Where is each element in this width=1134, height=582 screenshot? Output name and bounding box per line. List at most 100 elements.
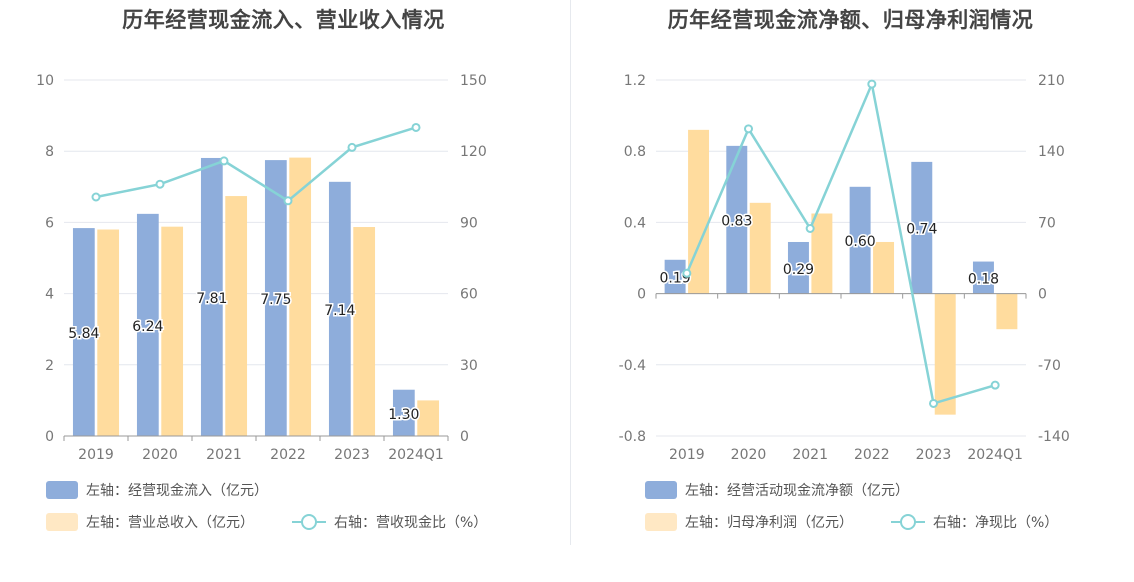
line-point — [283, 196, 293, 206]
panel-divider — [570, 0, 571, 545]
right-axis-tick-label: 0 — [1038, 287, 1047, 303]
legend-swatch — [645, 513, 677, 531]
line-point — [682, 268, 692, 278]
left-axis-tick-label: 2 — [45, 358, 54, 374]
chart-plot-area: -0.8 -0.4 0 0.4 0.8 1.2 -140 -70 0 70 140 210 2019 20… — [619, 73, 1070, 463]
bar-primary — [849, 186, 871, 294]
bar-primary — [392, 389, 415, 436]
left-axis-tick-label: 0.8 — [624, 144, 646, 160]
bar-secondary — [934, 293, 956, 415]
bar-data-label: 0.29 — [783, 262, 814, 278]
bar-secondary — [873, 241, 895, 294]
right-axis-tick-label: 140 — [1038, 144, 1065, 160]
right-axis-tick-label: 0 — [460, 429, 469, 445]
line-point — [990, 380, 1000, 390]
legend-item-cash-revenue-ratio[interactable]: 右轴：营收现金比（%） — [292, 512, 487, 532]
bar-primary — [264, 160, 287, 436]
right-axis-tick-label: 90 — [460, 215, 478, 231]
bar-primary — [726, 145, 748, 294]
legend-line-swatch — [891, 513, 925, 531]
line-point — [219, 156, 229, 166]
left-axis-tick-label: 8 — [45, 144, 54, 160]
legend-label: 左轴：归母净利润（亿元） — [685, 515, 853, 531]
legend-line-swatch — [292, 513, 326, 531]
chart-panel-net-cash-flow: 历年经营现金流净额、归母净利润情况 -0.8 -0.4 0 0.4 0.8 1.2 -140… — [567, 0, 1134, 582]
bar-primary — [136, 213, 159, 436]
left-axis-tick-label: 10 — [36, 73, 54, 89]
x-axis-tick-label: 2022 — [854, 447, 890, 463]
bar-primary — [72, 228, 95, 436]
legend-swatch — [46, 513, 78, 531]
legend-label: 右轴：净现比（%） — [933, 515, 1059, 531]
legend-label: 左轴：经营活动现金流净额（亿元） — [685, 483, 909, 499]
line-series — [95, 126, 417, 203]
x-axis-tick-label: 2019 — [669, 447, 705, 463]
bar-primary — [328, 181, 351, 436]
x-axis-tick-label: 2024Q1 — [388, 447, 444, 463]
legend-item-cash-inflow[interactable]: 左轴：经营现金流入（亿元） — [46, 480, 268, 500]
x-axis-tick-label: 2024Q1 — [967, 447, 1023, 463]
left-axis-tick-label: 4 — [45, 287, 54, 303]
line-point — [805, 224, 815, 234]
left-axis-tick-label: -0.8 — [619, 429, 646, 445]
legend-item-net-cash-flow[interactable]: 左轴：经营活动现金流净额（亿元） — [645, 480, 909, 500]
x-axis-tick-label: 2022 — [270, 447, 306, 463]
right-axis-tick-label: -140 — [1038, 429, 1070, 445]
line-point — [91, 192, 101, 202]
x-axis-tick-label: 2023 — [334, 447, 370, 463]
bar-primary — [200, 157, 223, 437]
x-axis-tick-label: 2020 — [731, 447, 767, 463]
line-point — [867, 79, 877, 89]
bar-primary — [911, 161, 933, 294]
legend-label: 左轴：营业总收入（亿元） — [86, 515, 254, 531]
right-axis-tick-label: 120 — [460, 144, 487, 160]
bar-secondary — [97, 229, 120, 436]
legend-swatch — [46, 481, 78, 499]
bar-secondary — [688, 129, 710, 294]
bar-data-label: 1.30 — [388, 407, 419, 423]
bar-secondary — [353, 227, 376, 436]
line-point — [347, 142, 357, 152]
left-axis-tick-label: 6 — [45, 215, 54, 231]
bar-secondary — [417, 400, 440, 436]
legend-item-revenue[interactable]: 左轴：营业总收入（亿元） — [46, 512, 254, 532]
line-point — [155, 179, 165, 189]
chart-title: 历年经营现金流净额、归母净利润情况 — [667, 8, 1034, 32]
line-series — [685, 79, 996, 406]
bar-secondary — [811, 213, 833, 294]
bar-secondary — [225, 196, 248, 436]
bar-data-label: 0.60 — [845, 234, 876, 250]
x-axis-tick-label: 2020 — [142, 447, 178, 463]
legend-item-net-cash-ratio[interactable]: 右轴：净现比（%） — [891, 512, 1058, 532]
x-axis-tick-label: 2021 — [206, 447, 242, 463]
bar-primary — [787, 241, 809, 294]
right-axis-tick-label: -70 — [1038, 358, 1061, 374]
bar-data-label: 0.74 — [906, 222, 937, 238]
legend-swatch — [645, 481, 677, 499]
bar-secondary — [161, 226, 184, 436]
x-axis-tick-label: 2023 — [916, 447, 952, 463]
chart-panel-cash-inflow: 历年经营现金流入、营业收入情况 0 2 4 6 8 10 0 30 60 90 120 150 2019… — [36, 8, 487, 532]
bar-data-label: 6.24 — [132, 319, 163, 335]
right-axis-tick-label: 60 — [460, 287, 478, 303]
left-axis-tick-label: 1.2 — [624, 73, 646, 89]
line-point — [929, 398, 938, 408]
chart-plot-area: 0 2 4 6 8 10 0 30 60 90 120 150 2019 2020 2021 2022 2023… — [36, 73, 487, 463]
right-axis-tick-label: 70 — [1038, 215, 1056, 231]
bar-data-label: 7.75 — [260, 292, 291, 308]
legend-label: 右轴：营收现金比（%） — [334, 515, 488, 531]
bar-data-label: 7.81 — [196, 291, 227, 307]
bar-primary — [664, 259, 686, 294]
right-axis-tick-label: 150 — [460, 73, 487, 89]
legend-item-net-profit[interactable]: 左轴：归母净利润（亿元） — [645, 512, 853, 532]
chart-title: 历年经营现金流入、营业收入情况 — [122, 8, 445, 32]
bar-data-label: 0.83 — [721, 214, 752, 230]
bar-primary — [972, 261, 994, 294]
x-axis-tick-label: 2021 — [792, 447, 828, 463]
left-axis-tick-label: 0 — [45, 429, 54, 445]
bar-secondary — [996, 293, 1018, 330]
line-point — [744, 124, 753, 134]
left-axis-tick-label: -0.4 — [619, 358, 646, 374]
bar-data-label: 0.18 — [968, 272, 999, 288]
x-axis-tick-label: 2019 — [78, 447, 114, 463]
